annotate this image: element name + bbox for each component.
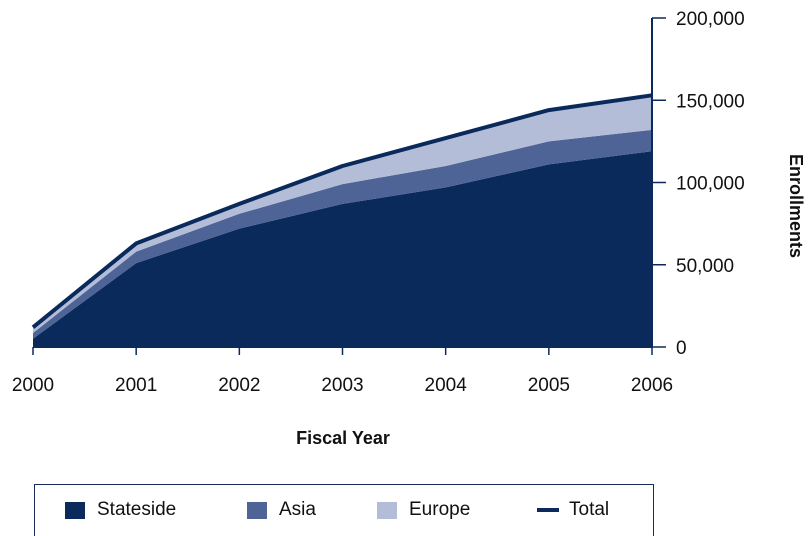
- legend: Stateside Asia Europe Total: [34, 484, 654, 536]
- enrollment-area-chart: 2000 2001 2002 2003 2004 2005 2006 0 50,000 100,…: [12, 9, 806, 448]
- legend-swatch-asia: [247, 501, 267, 519]
- total-line: [31, 93, 653, 329]
- y-tick-labels: 0 50,000 100,000 150,000 200,000: [652, 9, 745, 359]
- legend-label-total: Total: [569, 499, 610, 520]
- x-tick-label: 2006: [631, 375, 673, 396]
- total-layer: [31, 93, 653, 329]
- legend-swatch-stateside: [65, 501, 85, 519]
- x-tick-label: 2004: [425, 375, 468, 396]
- legend-line-total: [537, 508, 559, 512]
- legend-label-europe: Europe: [409, 499, 471, 520]
- x-axis-title: Fiscal Year: [296, 428, 390, 448]
- area-europe: [33, 95, 652, 333]
- y-tick-label: 100,000: [676, 174, 745, 195]
- y-tick-label: 50,000: [676, 256, 734, 277]
- legend-item-total: Total: [537, 499, 609, 521]
- x-tick-label: 2000: [12, 375, 54, 396]
- y-tick-label: 0: [676, 338, 687, 359]
- y-tick-label: 150,000: [676, 91, 745, 112]
- x-tick-labels: 2000 2001 2002 2003 2004 2005 2006: [12, 347, 673, 396]
- areas-layer: [33, 95, 652, 347]
- x-tick-label: 2001: [115, 375, 157, 396]
- x-tick-label: 2002: [218, 375, 260, 396]
- x-tick-label: 2005: [528, 375, 570, 396]
- y-tick-label: 200,000: [676, 9, 745, 30]
- legend-item-asia: Asia: [247, 499, 316, 521]
- legend-item-europe: Europe: [377, 499, 470, 521]
- area-asia: [33, 129, 652, 339]
- legend-item-stateside: Stateside: [65, 499, 176, 521]
- x-tick-label: 2003: [321, 375, 363, 396]
- legend-label-stateside: Stateside: [97, 499, 177, 520]
- legend-label-asia: Asia: [279, 499, 316, 520]
- legend-swatch-europe: [377, 501, 397, 519]
- area-stateside: [33, 151, 652, 347]
- y-axis-title: Enrollments: [786, 154, 806, 258]
